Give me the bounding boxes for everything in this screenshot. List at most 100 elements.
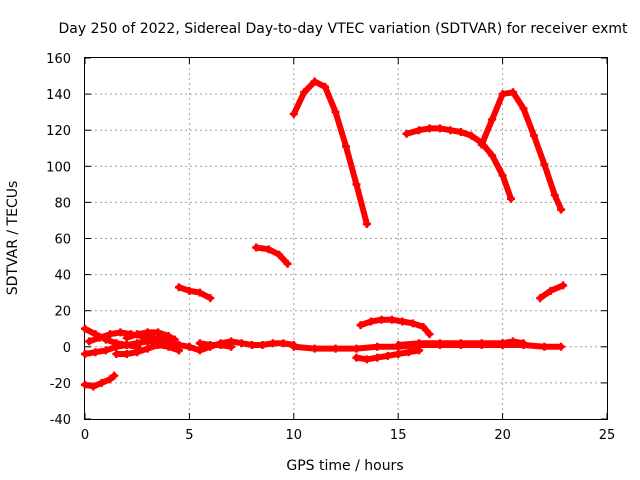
data-point — [415, 339, 424, 348]
data-series — [81, 77, 568, 391]
data-point — [477, 339, 486, 348]
series-4 — [252, 243, 292, 268]
data-point — [300, 88, 309, 97]
data-point — [164, 331, 173, 340]
y-tick-label: 140 — [46, 88, 71, 103]
data-point — [133, 330, 142, 339]
data-point — [206, 340, 215, 349]
x-tick-label: 15 — [390, 428, 407, 443]
data-point — [498, 90, 507, 99]
data-point — [557, 205, 566, 214]
data-point — [387, 315, 396, 324]
data-point — [110, 371, 119, 380]
data-point — [289, 342, 298, 351]
data-point — [283, 259, 292, 268]
data-point — [133, 348, 142, 357]
series-16 — [195, 339, 236, 351]
data-point — [540, 342, 549, 351]
data-point — [85, 337, 94, 346]
series-18 — [394, 337, 528, 349]
data-point — [248, 340, 257, 349]
data-point — [419, 322, 428, 331]
data-point — [404, 348, 413, 357]
data-point — [509, 337, 518, 346]
data-point — [456, 128, 465, 137]
data-point — [488, 151, 497, 160]
data-point — [252, 243, 261, 252]
chart-title: Day 250 of 2022, Sidereal Day-to-day VTE… — [59, 21, 629, 37]
data-point — [509, 88, 518, 97]
data-point — [546, 286, 555, 295]
series-14 — [122, 328, 179, 344]
data-point — [81, 350, 89, 359]
data-point — [81, 324, 89, 333]
y-tick-label: -40 — [50, 413, 71, 428]
data-point — [106, 375, 115, 384]
data-point — [289, 109, 298, 118]
data-point — [216, 340, 225, 349]
data-point — [352, 180, 361, 189]
data-point — [95, 333, 104, 342]
data-point — [362, 220, 371, 229]
series-line — [403, 125, 514, 202]
y-tick-label: 0 — [63, 341, 71, 356]
x-axis-label: GPS time / hours — [286, 458, 403, 474]
y-tick-label: -20 — [50, 377, 71, 392]
data-point — [331, 108, 340, 117]
data-point — [268, 339, 277, 348]
data-point — [112, 350, 121, 359]
y-axis-label: SDTVAR / TECUs — [5, 181, 21, 296]
data-point — [498, 171, 507, 180]
data-point — [557, 342, 566, 351]
x-tick-label: 20 — [494, 428, 511, 443]
data-point — [143, 344, 152, 353]
data-point — [97, 378, 106, 387]
x-tick-label: 25 — [599, 428, 616, 443]
y-tick-label: 40 — [54, 269, 71, 284]
data-point — [258, 340, 267, 349]
data-point — [275, 250, 284, 259]
series-2 — [402, 124, 515, 203]
data-point — [394, 340, 403, 349]
data-point — [164, 342, 173, 351]
data-point — [446, 126, 455, 135]
y-tick-label: 120 — [46, 124, 71, 139]
data-point — [435, 339, 444, 348]
data-point — [559, 281, 568, 290]
series-line — [176, 284, 214, 302]
data-point — [367, 317, 376, 326]
series-line — [196, 340, 235, 350]
plot-frame — [84, 57, 608, 420]
data-point — [112, 342, 121, 351]
series-line — [253, 244, 291, 267]
data-point — [425, 124, 434, 133]
data-point — [402, 129, 411, 138]
data-point — [143, 337, 152, 346]
data-point — [394, 350, 403, 359]
data-point — [206, 294, 215, 303]
data-point — [264, 245, 273, 254]
data-point — [195, 288, 204, 297]
data-point — [154, 340, 163, 349]
series-line — [478, 89, 565, 213]
data-point — [362, 355, 371, 364]
data-point — [415, 126, 424, 135]
series-13 — [112, 340, 183, 359]
data-point — [456, 339, 465, 348]
data-point — [377, 315, 386, 324]
data-point — [373, 353, 382, 362]
data-point — [170, 335, 179, 344]
data-point — [398, 317, 407, 326]
series-1 — [289, 77, 371, 229]
data-point — [195, 346, 204, 355]
data-point — [408, 319, 417, 328]
data-point — [91, 348, 100, 357]
data-point — [101, 346, 110, 355]
x-tick-label: 0 — [81, 428, 89, 443]
data-point — [106, 330, 115, 339]
axis-ticks: 0 5 10 15 20 25 -40 -20 0 20 40 60 80 100 120 140 160 — [46, 52, 615, 443]
x-tick-label: 10 — [286, 428, 303, 443]
data-point — [331, 344, 340, 353]
data-point — [174, 346, 183, 355]
